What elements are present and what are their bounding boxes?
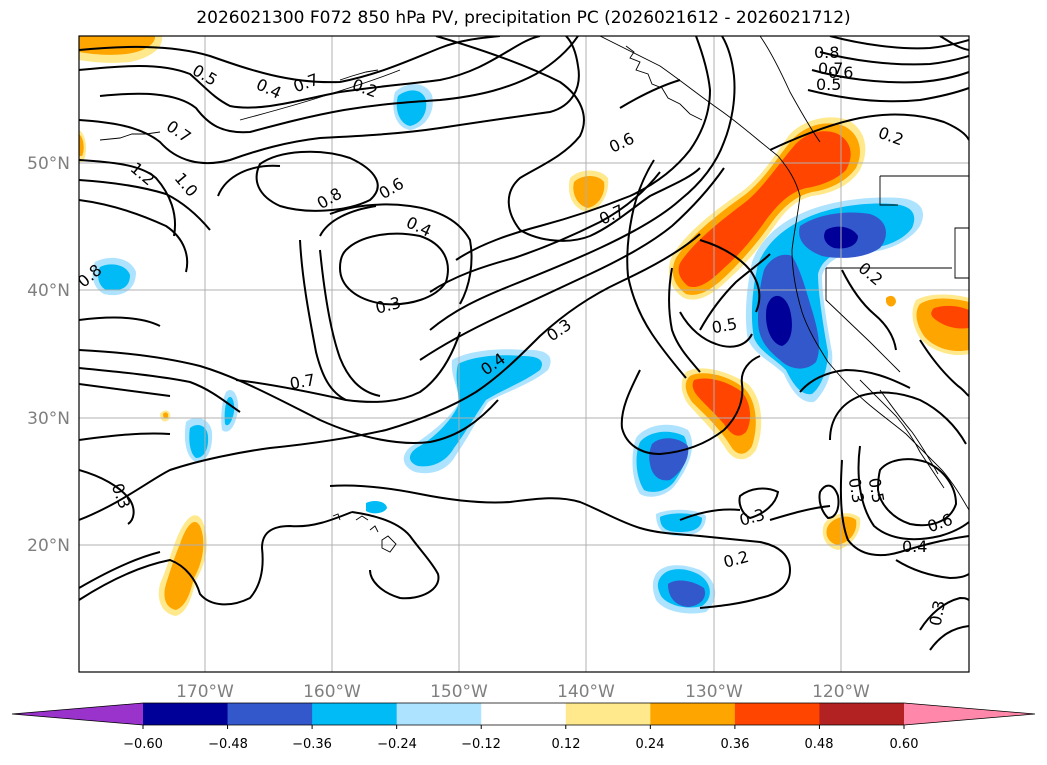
contour-label: 0.3 (926, 599, 949, 627)
lon-tick-label: 170°W (176, 682, 234, 702)
map-frame (78, 35, 970, 673)
contour-label: 0.4 (902, 537, 927, 556)
lon-tick-label: 130°W (685, 682, 743, 702)
coastlines (99, 36, 969, 553)
colorbar-extend-min (12, 703, 143, 725)
plot-title: 2026021300 F072 850 hPa PV, precipitatio… (196, 8, 851, 28)
colorbar-segment (819, 703, 905, 725)
colorbar-segment (396, 703, 482, 725)
colorbar-segment (481, 703, 567, 725)
contour-label: 0.6 (828, 63, 853, 82)
colorbar-tick-labels: −0.60 −0.48 −0.36 −0.24 −0.12 0.12 0.24 … (123, 737, 918, 752)
colorbar: −0.60 −0.48 −0.36 −0.24 −0.12 0.12 0.24 … (11, 702, 1036, 752)
lon-tick-label: 160°W (303, 682, 361, 702)
colorbar-tick-label: −0.60 (123, 737, 163, 752)
colorbar-tick-label: 0.12 (552, 737, 581, 752)
colorbar-segment (312, 703, 398, 725)
colorbar-segment (227, 703, 313, 725)
lat-tick-label: 40°N (27, 281, 70, 301)
graticule (79, 36, 969, 672)
lon-tick-label: 120°W (812, 682, 870, 702)
colorbar-segment (143, 703, 229, 725)
contour-label: 0.7 (288, 370, 316, 393)
colorbar-tick-label: −0.36 (292, 737, 332, 752)
latitude-labels: 50°N 40°N 30°N 20°N (27, 154, 70, 556)
lon-tick-label: 140°W (557, 682, 615, 702)
colorbar-tick-label: −0.48 (208, 737, 248, 752)
colorbar-segment (734, 703, 820, 725)
contour-label: 0.3 (845, 476, 868, 504)
map-panel: 0.5 0.4 0.2 0.7 1.2 1.0 0.7 0.8 0.6 0.4 … (79, 36, 969, 672)
contour-label: 0.8 (814, 43, 839, 62)
colorbar-tick-label: −0.24 (377, 737, 417, 752)
colorbar-tick-label: 0.24 (636, 737, 665, 752)
colorbar-segment (565, 703, 651, 725)
lon-tick-label: 150°W (430, 682, 488, 702)
lat-tick-label: 20°N (27, 536, 70, 556)
longitude-labels: 170°W 160°W 150°W 140°W 130°W 120°W (176, 682, 870, 702)
colorbar-tick-label: 0.60 (890, 737, 919, 752)
colorbar-tick-label: 0.36 (721, 737, 750, 752)
lat-tick-label: 50°N (27, 154, 70, 174)
contour-label: 0.5 (816, 75, 841, 94)
pv-contours (79, 36, 969, 651)
colorbar-tick-label: −0.12 (461, 737, 501, 752)
colorbar-segment (650, 703, 736, 725)
colorbar-tick-label: 0.48 (805, 737, 834, 752)
contour-label: 0.7 (818, 59, 843, 78)
lat-tick-label: 30°N (27, 409, 70, 429)
contour-label: 0.5 (710, 314, 738, 337)
colorbar-extend-max (904, 703, 1035, 725)
contour-label: 0.5 (865, 476, 888, 504)
